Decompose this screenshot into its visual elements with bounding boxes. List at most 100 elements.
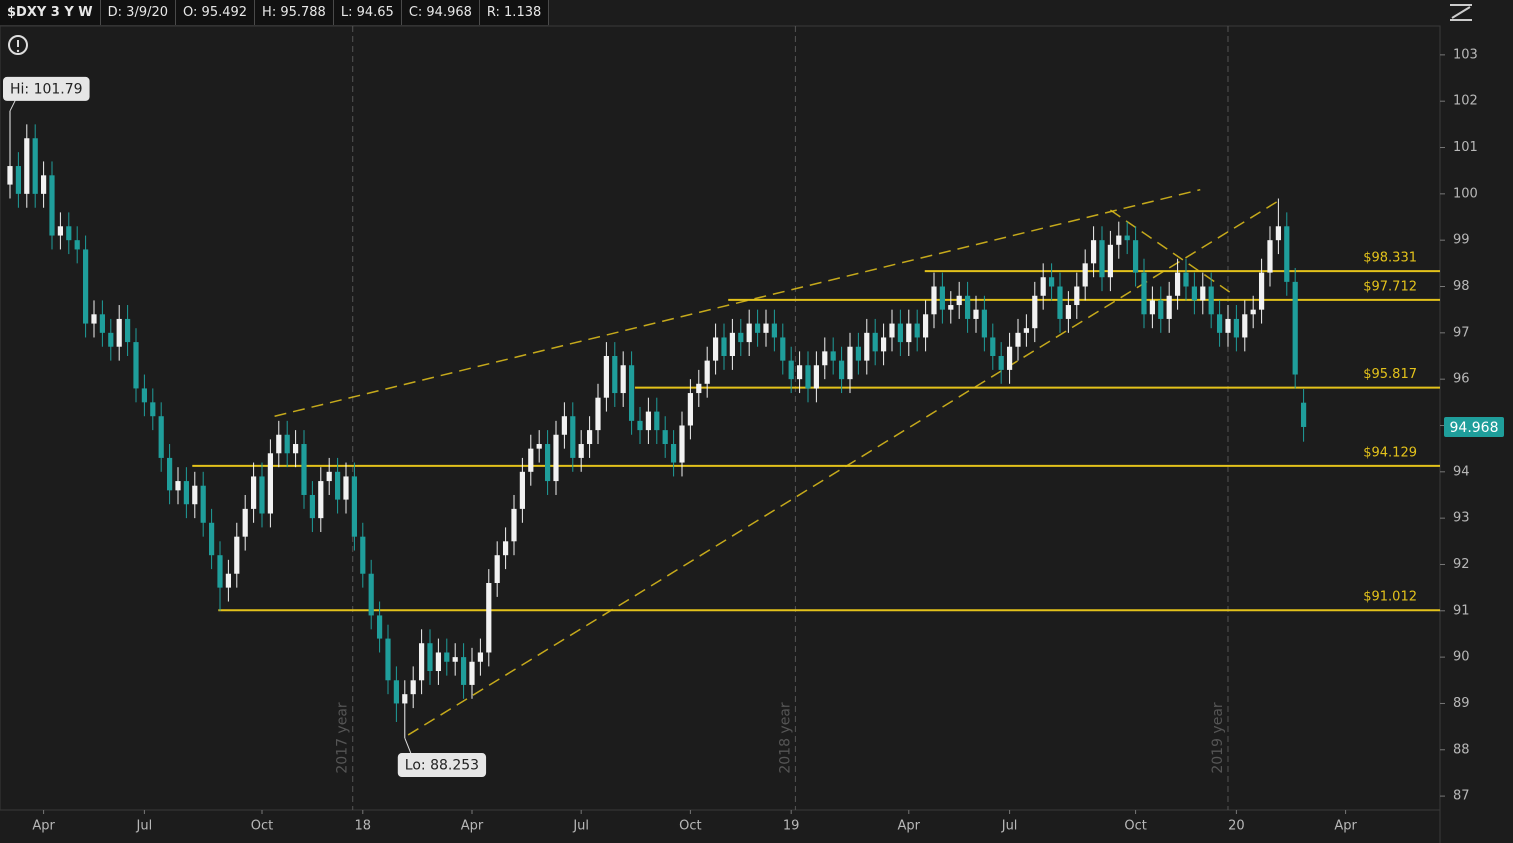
candle-body <box>360 536 366 574</box>
candle-body <box>964 295 971 319</box>
year-label: 2018 year <box>777 702 793 774</box>
y-tick-label: 89 <box>1453 696 1470 711</box>
candle-body <box>805 365 811 389</box>
candle-body <box>1225 318 1231 333</box>
year-label: 2019 year <box>1210 702 1226 774</box>
candle-body <box>175 481 181 491</box>
candle-body <box>1074 286 1080 306</box>
header-field: D: 3/9/20 <box>101 0 177 25</box>
candle-body <box>1174 272 1181 296</box>
candle-body <box>855 346 861 361</box>
candle-body <box>830 351 836 361</box>
candle-body <box>301 444 307 495</box>
candle-body <box>662 430 668 445</box>
candle-body <box>183 481 189 505</box>
x-tick-label: Apr <box>898 819 921 834</box>
candle-body <box>620 365 626 394</box>
candle-body <box>679 425 685 463</box>
y-tick-label: 102 <box>1453 94 1478 109</box>
x-tick-label: Jul <box>1001 819 1018 834</box>
candle-body <box>570 416 576 458</box>
candle-body <box>696 383 702 394</box>
candle-body <box>460 657 467 685</box>
candle-body <box>1141 272 1147 315</box>
y-tick-label: 91 <box>1453 603 1470 618</box>
candle-body <box>780 337 786 361</box>
candle-body <box>1040 277 1046 296</box>
year-label: 2017 year <box>335 702 351 774</box>
y-tick-label: 98 <box>1453 279 1470 294</box>
candle-body <box>24 138 30 194</box>
candle-body <box>91 314 97 324</box>
candle-body <box>477 652 483 662</box>
candle-body <box>1183 272 1189 287</box>
candle-body <box>1200 286 1206 301</box>
candle-body <box>603 355 609 398</box>
header-field: C: 94.968 <box>402 0 480 25</box>
candle-body <box>931 286 937 315</box>
candle-body <box>1158 300 1164 319</box>
candle-body <box>469 661 475 685</box>
y-tick-label: 88 <box>1453 742 1470 757</box>
candle-body <box>763 323 769 333</box>
candle-body <box>1191 286 1197 301</box>
candle-body <box>1300 402 1307 427</box>
level-label: $91.012 <box>1363 590 1417 605</box>
callout-box <box>397 753 487 778</box>
candle-body <box>108 332 114 347</box>
candle-body <box>1284 226 1290 282</box>
candle-body <box>1057 286 1063 319</box>
candle-body <box>385 638 391 681</box>
candle-body <box>1023 328 1029 333</box>
candle-body <box>57 226 63 236</box>
candle-body <box>318 481 324 519</box>
candle-body <box>276 434 282 454</box>
candle-body <box>1082 263 1088 287</box>
candle-body <box>721 337 727 356</box>
candle-body <box>990 337 996 356</box>
candle-body <box>1233 318 1239 338</box>
candle-body <box>561 416 567 435</box>
candle-body <box>738 332 744 343</box>
candle-body <box>1048 277 1055 287</box>
candle-body <box>343 476 349 500</box>
candle-body <box>292 444 299 454</box>
header-field: O: 95.492 <box>176 0 256 25</box>
info-icon <box>16 49 20 53</box>
y-tick-label: 87 <box>1453 789 1470 804</box>
candle-body <box>351 476 357 537</box>
candle-body <box>822 351 828 366</box>
candle-body <box>192 485 198 505</box>
header-field: H: 95.788 <box>255 0 334 25</box>
candle-body <box>74 240 80 250</box>
level-label: $95.817 <box>1363 367 1417 382</box>
candle-body <box>1107 244 1113 278</box>
candle-body <box>1250 309 1256 315</box>
candle-body <box>1149 300 1155 315</box>
y-tick-label: 96 <box>1453 372 1470 387</box>
candle-body <box>368 573 374 616</box>
candle-body <box>40 175 47 194</box>
candle-body <box>217 555 223 588</box>
candle-body <box>712 337 719 361</box>
y-tick-label: 94 <box>1453 464 1470 479</box>
candle-body <box>158 416 164 458</box>
candle-body <box>519 471 525 509</box>
candle-body <box>1292 281 1298 375</box>
candle-body <box>645 411 651 431</box>
x-tick-label: Jul <box>136 819 153 834</box>
candle-body <box>973 309 979 319</box>
x-tick-label: Oct <box>1124 819 1146 834</box>
candle-body <box>1015 332 1021 347</box>
candle-body <box>528 448 534 472</box>
candle-body <box>1275 226 1281 241</box>
header-field: R: 1.138 <box>480 0 550 25</box>
level-label: $94.129 <box>1363 445 1417 460</box>
info-icon[interactable] <box>8 35 28 55</box>
candle-body <box>956 295 962 306</box>
candle-body <box>771 323 777 338</box>
candle-body <box>872 332 878 352</box>
draw-tool-icon[interactable] <box>1450 4 1472 21</box>
candle-body <box>225 573 231 588</box>
